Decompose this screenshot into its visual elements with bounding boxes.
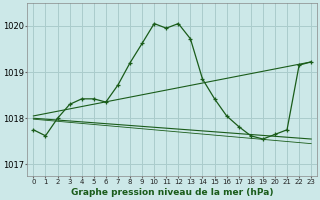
X-axis label: Graphe pression niveau de la mer (hPa): Graphe pression niveau de la mer (hPa) [71, 188, 274, 197]
